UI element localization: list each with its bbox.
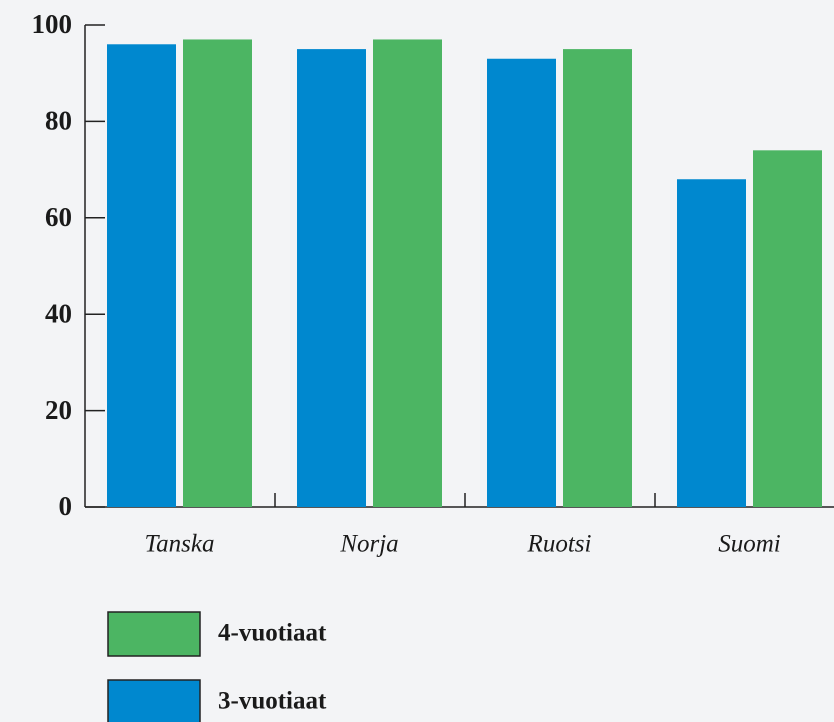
y-tick-label: 20 [45, 395, 72, 425]
bar [373, 39, 442, 508]
y-tick-label: 60 [45, 202, 72, 232]
y-tick-label: 100 [32, 9, 73, 39]
x-tick-label: Tanska [145, 531, 215, 558]
bar [297, 49, 366, 507]
bar [487, 58, 556, 508]
x-tick-label: Norja [339, 531, 398, 558]
x-tick-label: Ruotsi [527, 531, 592, 558]
bar [563, 49, 632, 507]
legend-label: 3-vuotiaat [218, 688, 327, 715]
legend-swatch [107, 679, 201, 722]
legend-label: 4-vuotiaat [218, 620, 327, 647]
bar [107, 44, 176, 507]
y-tick-label: 0 [59, 491, 73, 521]
legend-swatch [107, 611, 201, 657]
x-tick-label: Suomi [718, 531, 781, 558]
y-tick-label: 80 [45, 106, 72, 136]
bar [183, 39, 252, 508]
bar [677, 179, 746, 508]
y-tick-label: 40 [45, 298, 72, 328]
bar [753, 150, 822, 507]
